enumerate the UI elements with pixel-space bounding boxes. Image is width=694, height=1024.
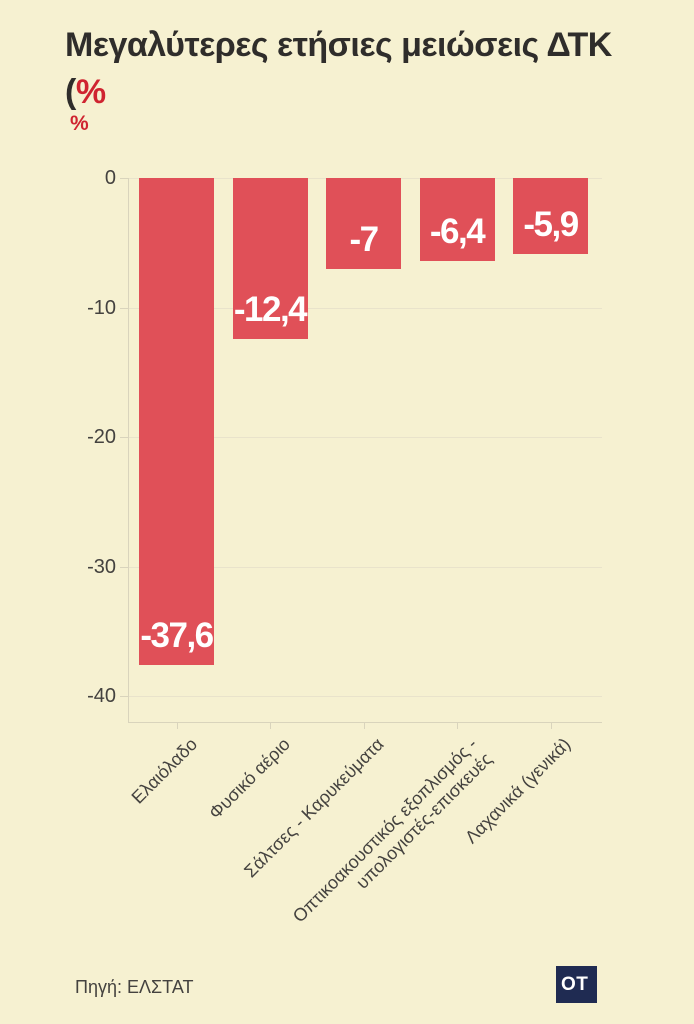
gridline--40 xyxy=(129,696,602,697)
bar-value-label: -5,9 xyxy=(523,205,579,245)
y-tick-mark xyxy=(120,307,128,309)
x-tick-mark xyxy=(550,723,552,729)
y-tick-label--10: -10 xyxy=(87,296,116,319)
bar-value-label: -12,4 xyxy=(233,289,308,329)
x-axis-line xyxy=(128,722,602,723)
x-tick-mark xyxy=(270,723,271,729)
y-tick-mark xyxy=(120,696,128,697)
y-axis-line xyxy=(128,178,129,723)
bar-4: -6,4 xyxy=(419,178,495,261)
chart-title-line1: Μεγαλύτερες ετήσιες μειώσεις ΔΤΚ xyxy=(65,26,612,64)
y-tick-label--30: -30 xyxy=(87,555,116,578)
gridline--30 xyxy=(129,566,602,568)
y-axis-unit-label: % xyxy=(70,112,89,135)
ot-logo: OT xyxy=(556,966,597,1003)
x-tick-mark xyxy=(457,723,458,729)
title-paren: ( xyxy=(65,73,76,111)
x-axis-label-1: Ελαιόλαδο xyxy=(127,734,201,808)
source-caption: Πηγή: ΕΛΣΤΑΤ xyxy=(75,977,194,997)
x-tick-mark xyxy=(176,723,178,729)
chart-title-line2: (% xyxy=(65,69,612,116)
title-percent-sign: % xyxy=(75,73,106,111)
plot-area: 0 -10 -20 -30 -40 -37,6 Ελαιόλαδο -12,4 Φυσικό α… xyxy=(87,167,602,926)
chart-title: Μεγαλύτερες ετήσιες μειώσεις ΔΤΚ (% xyxy=(65,22,612,116)
bar-1: -37,6 xyxy=(139,178,214,665)
y-tick-mark xyxy=(120,437,128,438)
gridline--10 xyxy=(129,307,602,309)
bar-2: -12,4 xyxy=(232,178,308,339)
bar-value-label: -6,4 xyxy=(429,211,486,251)
y-tick-label--20: -20 xyxy=(87,426,116,448)
y-tick-label-0: 0 xyxy=(104,167,116,189)
x-tick-mark xyxy=(363,723,365,729)
bar-5: -5,9 xyxy=(513,178,588,255)
bar-3: -7 xyxy=(326,178,401,269)
x-axis-label-2: Φυσικό αέριο xyxy=(205,734,295,823)
gridline--20 xyxy=(129,437,602,438)
y-tick-label--40: -40 xyxy=(87,685,116,707)
y-tick-mark xyxy=(120,566,128,568)
y-tick-mark xyxy=(120,178,128,179)
bar-value-label: -37,6 xyxy=(140,615,214,655)
bar-value-label: -7 xyxy=(349,219,379,259)
